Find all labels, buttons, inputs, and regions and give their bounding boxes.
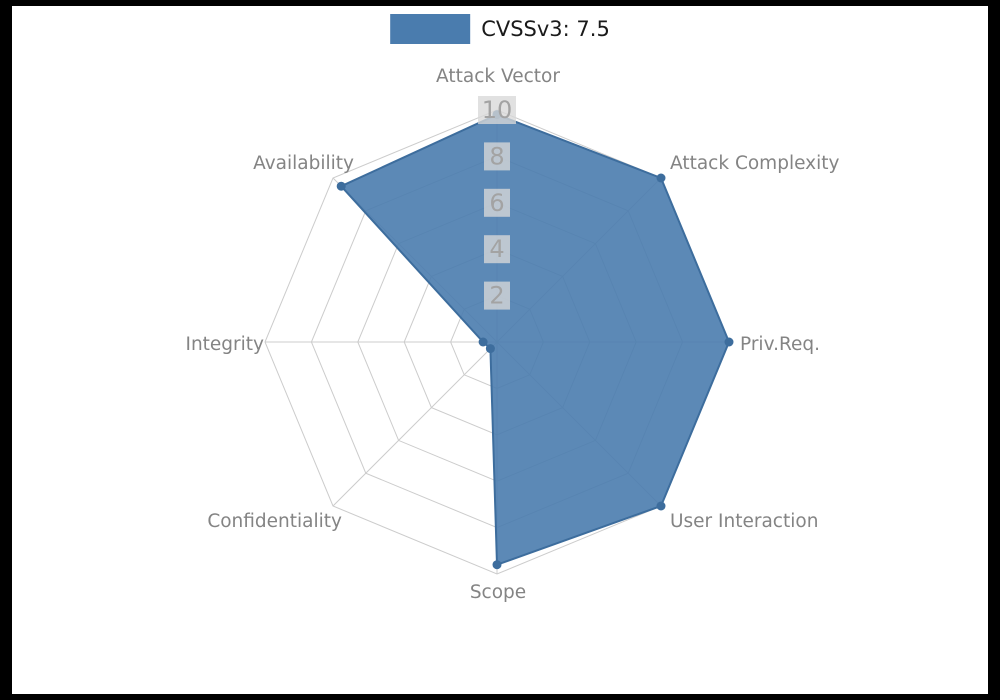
data-polygon bbox=[340, 113, 730, 566]
axis-label-integrity: Integrity bbox=[185, 334, 264, 355]
legend: CVSSv3: 7.5 bbox=[390, 14, 610, 44]
data-point bbox=[492, 560, 502, 570]
data-point bbox=[656, 173, 666, 183]
radar-chart: 2 4 6 8 10 Attack Vector Attack Complexity Priv… bbox=[185, 66, 839, 603]
tick-label: 10 bbox=[482, 96, 513, 124]
tick-label-box bbox=[484, 188, 510, 217]
axis-label-attack-vector: Attack Vector bbox=[436, 66, 560, 87]
data-point bbox=[336, 181, 346, 191]
axis-label-priv-req-: Priv.Req. bbox=[740, 334, 820, 355]
axis-label-confidentiality: Confidentiality bbox=[207, 511, 342, 532]
data-point bbox=[656, 501, 666, 511]
tick-label-box bbox=[484, 235, 510, 264]
chart-canvas: 2 4 6 8 10 Attack Vector Attack Complexity Priv… bbox=[12, 6, 988, 694]
data-point bbox=[485, 344, 495, 354]
grid-spoke bbox=[332, 341, 498, 507]
axis-label-availability: Availability bbox=[253, 153, 354, 174]
axis-label-user-interaction: User Interaction bbox=[670, 511, 818, 532]
data-point bbox=[478, 337, 488, 347]
tick-label-box bbox=[484, 281, 510, 310]
tick-label: 8 bbox=[489, 142, 504, 170]
tick-label: 6 bbox=[489, 189, 504, 217]
axis-label-scope: Scope bbox=[470, 582, 526, 603]
axis-label-attack-complexity: Attack Complexity bbox=[670, 153, 839, 174]
legend-swatch bbox=[390, 14, 471, 44]
tick-label: 4 bbox=[489, 235, 504, 263]
data-point bbox=[724, 337, 734, 347]
tick-label-box bbox=[484, 142, 510, 171]
tick-label-box bbox=[478, 96, 516, 124]
legend-label: CVSSv3: 7.5 bbox=[481, 17, 610, 41]
tick-label: 2 bbox=[489, 282, 504, 310]
